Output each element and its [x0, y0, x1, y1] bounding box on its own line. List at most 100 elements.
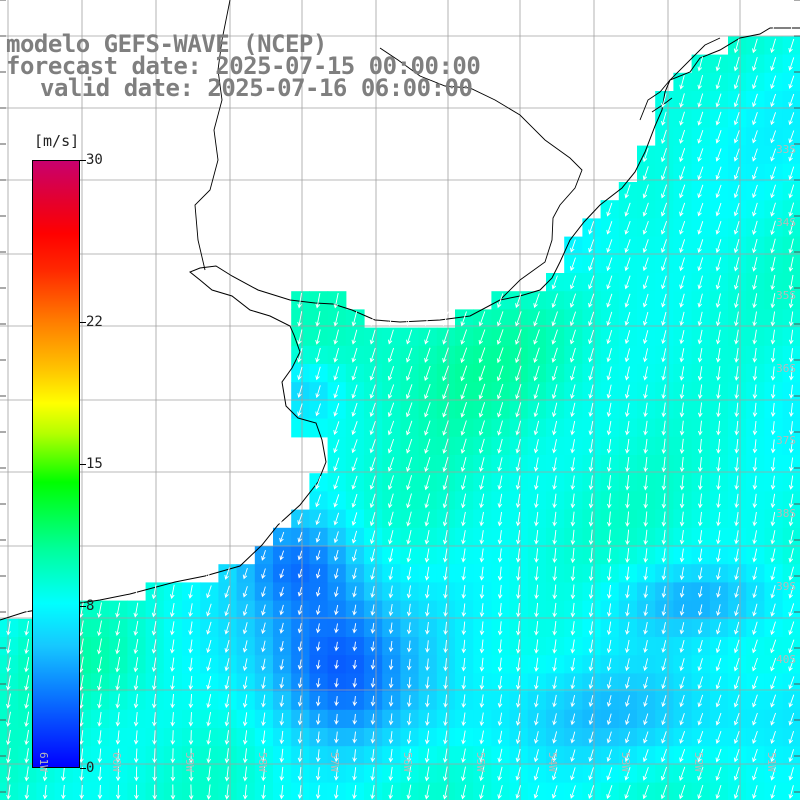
wind-arrow [279, 659, 285, 671]
wind-arrow [752, 657, 758, 672]
wind-arrow [515, 548, 521, 563]
wind-arrow [588, 439, 594, 454]
wind-arrow [606, 547, 612, 564]
wind-arrow [606, 658, 612, 672]
wind-arrow [642, 257, 649, 272]
wind-arrow [606, 239, 613, 253]
wind-arrow [297, 767, 303, 781]
wind-arrow [297, 641, 303, 652]
wind-arrow [188, 693, 194, 709]
wind-arrow [460, 456, 467, 473]
wind-arrow [788, 676, 795, 690]
wind-arrow [661, 585, 667, 599]
wind-arrow [515, 730, 521, 745]
wind-arrow [297, 550, 303, 561]
wind-arrow [405, 365, 413, 381]
wind-arrow [6, 621, 11, 636]
wind-arrow [697, 257, 704, 272]
wind-arrow [716, 511, 721, 527]
wind-arrow [79, 766, 84, 782]
wind-arrow [479, 603, 485, 618]
wind-arrow [661, 622, 667, 635]
wind-arrow [224, 603, 230, 617]
wind-arrow [679, 293, 685, 308]
wind-arrow [315, 531, 321, 543]
wind-arrow [752, 402, 758, 418]
wind-arrow [752, 238, 758, 254]
wind-arrow [242, 730, 248, 745]
wind-arrow [679, 658, 685, 672]
wind-arrow [425, 658, 430, 672]
wind-arrow [315, 623, 321, 634]
wind-arrow [697, 712, 704, 726]
wind-arrow [333, 785, 339, 800]
wind-arrow [697, 730, 704, 744]
wind-arrow [515, 293, 522, 309]
wind-arrow [679, 366, 685, 381]
map-title-model: modelo GEFS-WAVE (NCEP) [6, 30, 327, 58]
border-line [194, 0, 583, 301]
wind-arrow [279, 641, 284, 653]
wind-arrow [297, 604, 303, 616]
wind-arrow [679, 713, 685, 726]
wind-arrow [679, 530, 685, 545]
wind-arrow [333, 292, 339, 309]
latitude-label: 38S [776, 507, 796, 521]
wind-arrow [788, 274, 794, 291]
wind-arrow [679, 586, 685, 598]
wind-arrow [115, 712, 121, 727]
wind-arrow [606, 731, 612, 744]
wind-arrow [551, 402, 558, 418]
wind-arrow [242, 784, 248, 800]
wind-arrow [442, 475, 449, 491]
wind-arrow [606, 221, 613, 235]
wind-arrow [715, 784, 722, 800]
wind-arrow [789, 402, 794, 417]
wind-arrow [24, 784, 30, 800]
wind-arrow [406, 784, 412, 800]
wind-arrow [770, 530, 776, 545]
wind-arrow [660, 239, 667, 253]
wind-arrow [606, 621, 612, 636]
wind-arrow [79, 784, 84, 800]
wind-arrow [588, 293, 595, 308]
wind-arrow [461, 766, 466, 782]
wind-arrow [315, 785, 321, 800]
wind-arrow [552, 548, 558, 564]
wind-arrow [715, 239, 722, 254]
wind-arrow [370, 731, 376, 744]
wind-arrow [661, 493, 667, 509]
wind-arrow [279, 531, 285, 543]
wind-arrow [315, 713, 321, 726]
wind-arrow [570, 439, 575, 454]
wind-arrow [406, 603, 412, 617]
wind-arrow [443, 548, 448, 563]
wind-arrow [606, 329, 613, 345]
wind-arrow [570, 566, 576, 582]
wind-arrow [6, 784, 11, 800]
wind-arrow [115, 748, 121, 763]
wind-arrow [497, 621, 503, 636]
wind-arrow [460, 784, 467, 800]
wind-arrow [679, 456, 685, 473]
wind-arrow [97, 638, 102, 655]
wind-arrow [279, 766, 285, 782]
wind-arrow [406, 347, 413, 363]
wind-arrow [333, 494, 340, 508]
wind-arrow [351, 457, 358, 472]
wind-arrow [697, 348, 703, 363]
colorbar-tick-mark [80, 160, 86, 161]
wind-arrow [643, 603, 648, 617]
wind-arrow [733, 657, 740, 672]
wind-arrow [770, 75, 777, 90]
wind-arrow [788, 184, 795, 199]
wind-arrow [552, 621, 557, 636]
wind-arrow [515, 657, 521, 672]
wind-arrow [352, 767, 357, 781]
wind-arrow [770, 657, 777, 672]
wind-arrow [642, 330, 649, 345]
wind-arrow [752, 38, 758, 54]
wind-arrow [788, 130, 795, 144]
wind-arrow [788, 621, 795, 636]
wind-arrow [479, 694, 485, 708]
